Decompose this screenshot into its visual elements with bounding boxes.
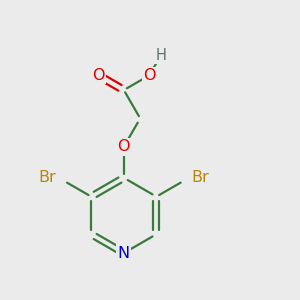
Text: N: N	[118, 246, 130, 261]
Text: H: H	[155, 48, 166, 63]
Text: O: O	[92, 68, 105, 83]
Text: Br: Br	[191, 170, 209, 185]
Text: O: O	[118, 139, 130, 154]
Text: Br: Br	[38, 170, 56, 185]
Text: O: O	[143, 68, 156, 83]
